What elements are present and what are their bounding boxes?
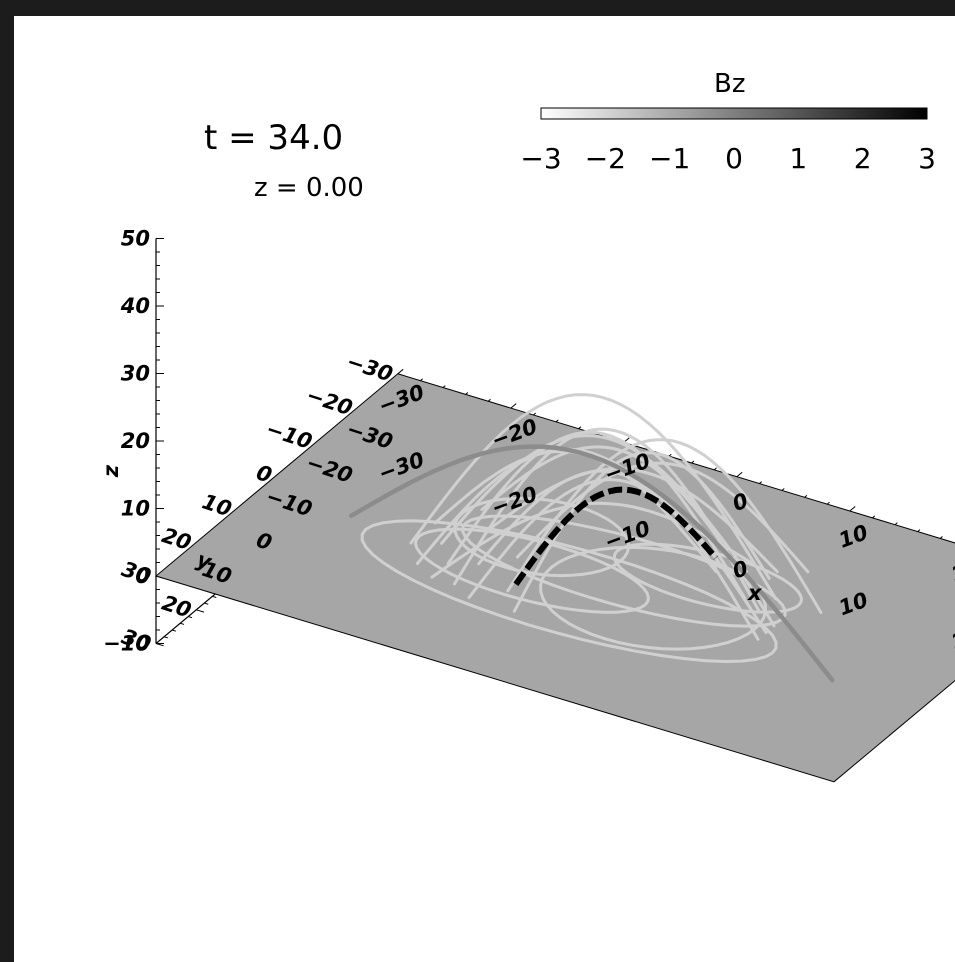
colorbar-tick-label: −1 xyxy=(649,142,690,175)
z0-plane xyxy=(154,373,955,783)
colorbar-tick-label: 1 xyxy=(789,142,807,175)
colorbar-ticks: −3 −2 −1 0 1 2 3 xyxy=(520,142,936,175)
colorbar-tick-label: −2 xyxy=(585,142,626,175)
plot-frame: t = 34.0 z = 0.00 Bz −3 −2 −1 0 1 2 3 −10 0 10 20… xyxy=(14,16,955,962)
field-lines xyxy=(348,393,835,683)
y-tick xyxy=(212,595,217,598)
y-tick xyxy=(196,609,205,613)
y-tick xyxy=(155,643,164,647)
colorbar-tick-label: −3 xyxy=(520,142,561,175)
colorbar-tick-label: 0 xyxy=(725,142,743,175)
x-tick-label: 20 xyxy=(949,622,955,655)
field-line-light xyxy=(440,434,749,573)
x-tick-plane xyxy=(736,471,743,478)
field-line-light xyxy=(515,461,810,574)
bz-plane xyxy=(154,373,955,783)
z-tick-label: 40 xyxy=(120,294,150,318)
colorbar-tick-label: 3 xyxy=(918,142,936,175)
colorbar-label: Bz xyxy=(714,69,745,99)
field-line-light xyxy=(612,542,804,614)
z-tick-label: 0 xyxy=(135,564,150,588)
x-tick-label: 20 xyxy=(949,554,955,587)
field-line-medium xyxy=(348,444,835,683)
field-line-light xyxy=(430,501,757,579)
field-line-light xyxy=(409,393,778,601)
colorbar-tick-label: 2 xyxy=(854,142,872,175)
y-tick xyxy=(180,622,185,625)
z-tick-label: −10 xyxy=(103,632,150,656)
z-axis-label: z xyxy=(99,464,123,478)
field-line-light xyxy=(461,514,787,628)
x-tick-plane xyxy=(510,403,517,409)
y-tick xyxy=(171,629,177,632)
chart-subtitle: z = 0.00 xyxy=(254,173,364,203)
field-line-light xyxy=(360,519,778,664)
y-tick-label: −30 xyxy=(344,349,396,386)
y-tick-label: −20 xyxy=(303,383,355,420)
y-tick xyxy=(188,616,193,619)
chart-svg: t = 34.0 z = 0.00 Bz −3 −2 −1 0 1 2 3 −1001020… xyxy=(99,69,955,783)
x-tick-plane xyxy=(397,368,404,375)
y-tick-label: 0 xyxy=(253,460,274,487)
z-tick-label: 30 xyxy=(121,362,150,386)
field-line-light xyxy=(480,445,776,628)
z-tick-label: 10 xyxy=(121,497,150,521)
y-tick xyxy=(163,636,169,639)
chart-title: t = 34.0 xyxy=(204,118,343,158)
x-axis-label: x xyxy=(747,581,763,605)
axis-tick-labels: −1001020304050z−30−30−20−20−10−100010102… xyxy=(99,227,955,657)
y-tick-label: 20 xyxy=(159,591,194,623)
z-tick-label: 20 xyxy=(121,429,150,453)
field-line-light xyxy=(467,478,768,635)
y-tick xyxy=(204,602,209,605)
x-tick-plane xyxy=(849,506,856,512)
colorbar xyxy=(540,107,928,120)
y-tick-label: −10 xyxy=(263,417,315,454)
field-line-dark xyxy=(513,486,719,586)
z-tick-label: 50 xyxy=(121,227,150,251)
y-tick-label: 0 xyxy=(253,528,274,555)
